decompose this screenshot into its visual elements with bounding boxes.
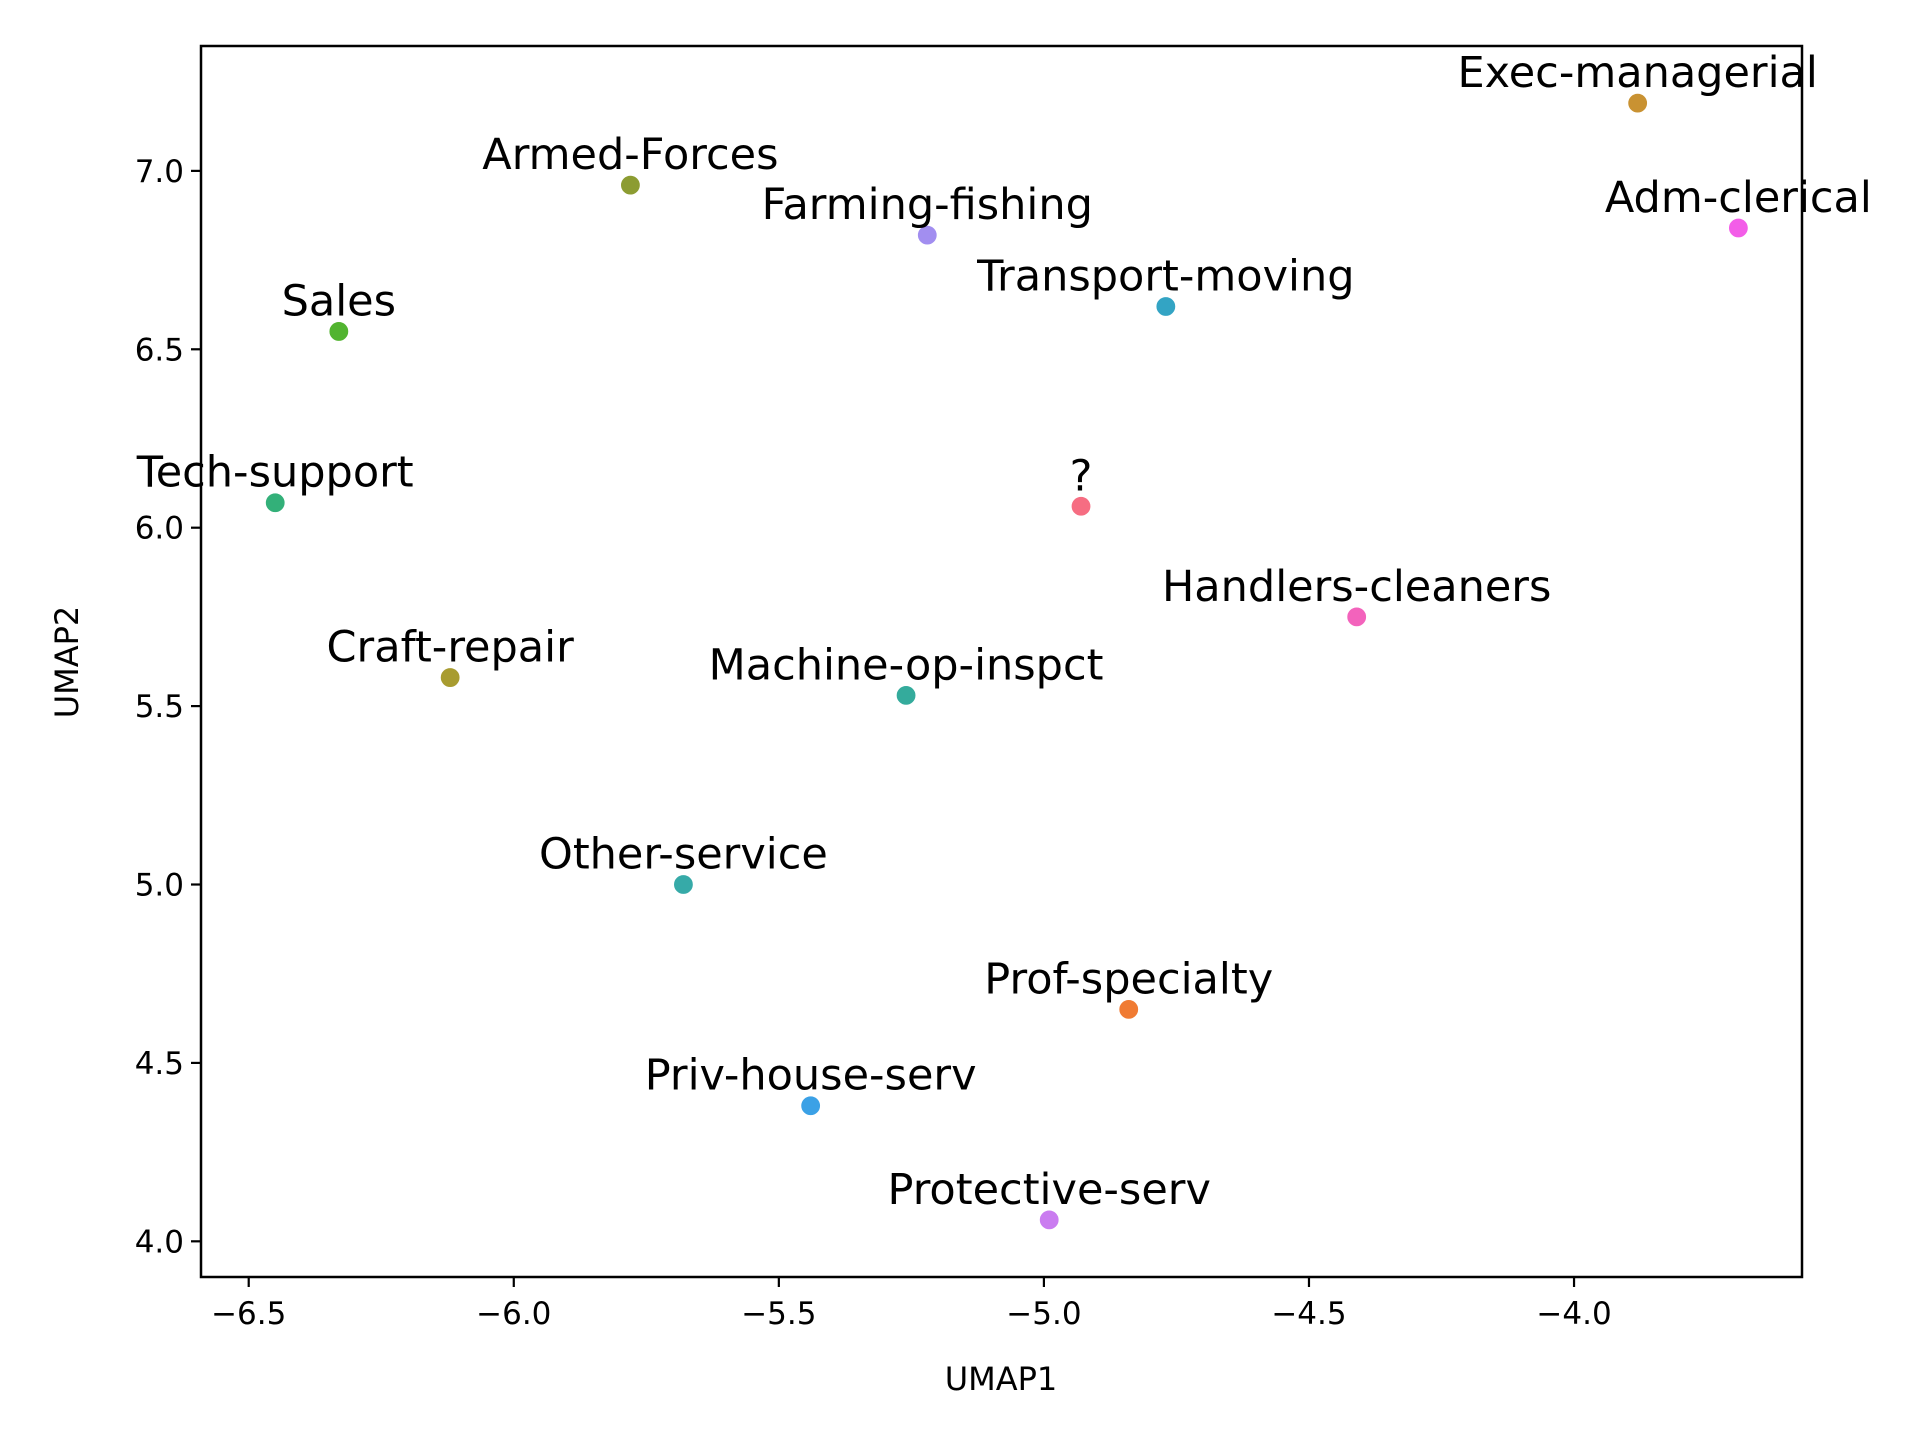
point-label: Other-service	[539, 830, 828, 880]
scatter-point	[895, 684, 917, 706]
y-axis-label: UMAP2	[48, 606, 86, 719]
y-axis: 4.0 4.5 5.0 5.5 6.0 6.5 7.0	[135, 154, 201, 1260]
scatter-point	[1038, 1209, 1060, 1231]
point-label: Craft-repair	[327, 623, 575, 673]
point-label: Priv-house-serv	[645, 1051, 977, 1101]
y-tick-label: 6.0	[135, 511, 184, 547]
scatter-point	[1727, 217, 1749, 239]
y-tick-label: 5.0	[135, 868, 184, 904]
x-axis: −6.5 −6.0 −5.5 −5.0 −4.5 −4.0	[211, 1277, 1612, 1332]
point-label: Prof-specialty	[984, 954, 1273, 1004]
x-tick-label: −4.5	[1271, 1296, 1346, 1332]
y-tick-label: 4.5	[135, 1046, 184, 1082]
x-tick-label: −5.0	[1006, 1296, 1081, 1332]
x-tick-label: −4.0	[1536, 1296, 1611, 1332]
x-tick-label: −5.5	[741, 1296, 816, 1332]
point-label: Handlers-cleaners	[1162, 562, 1551, 612]
y-tick-label: 4.0	[135, 1224, 184, 1260]
y-tick-label: 7.0	[135, 154, 184, 190]
y-tick-label: 6.5	[135, 332, 184, 368]
scatter-point	[1118, 998, 1140, 1020]
scatter-point	[1346, 606, 1368, 628]
scatter-point	[264, 492, 286, 514]
point-label: ?	[1070, 451, 1093, 501]
point-label: Adm-clerical	[1605, 173, 1872, 223]
point-label: Tech-support	[136, 448, 414, 498]
scatter-point	[1627, 92, 1649, 114]
scatter-point	[1155, 295, 1177, 318]
scatter-point	[328, 320, 350, 343]
point-label: Sales	[282, 276, 396, 326]
scatter-point	[916, 224, 938, 246]
point-label: Armed-Forces	[482, 130, 778, 180]
x-tick-label: −6.5	[211, 1296, 286, 1332]
x-tick-label: −6.0	[476, 1296, 551, 1332]
scatter-points: Exec-managerial Armed-Forces Adm-clerical F…	[136, 48, 1872, 1231]
scatter-point	[1070, 495, 1092, 517]
scatter-point	[672, 873, 695, 896]
scatter-point	[619, 174, 642, 196]
x-axis-label: UMAP1	[945, 1360, 1058, 1398]
point-label: Machine-op-inspct	[709, 640, 1104, 690]
plot-frame	[199, 44, 1804, 1279]
point-label: Exec-managerial	[1457, 48, 1817, 98]
point-label: Transport-moving	[976, 251, 1354, 301]
scatter-point	[800, 1095, 822, 1117]
point-label: Protective-serv	[888, 1165, 1211, 1215]
scatter-point	[439, 666, 461, 689]
point-label: Farming-fishing	[762, 180, 1093, 230]
y-tick-label: 5.5	[135, 689, 184, 725]
